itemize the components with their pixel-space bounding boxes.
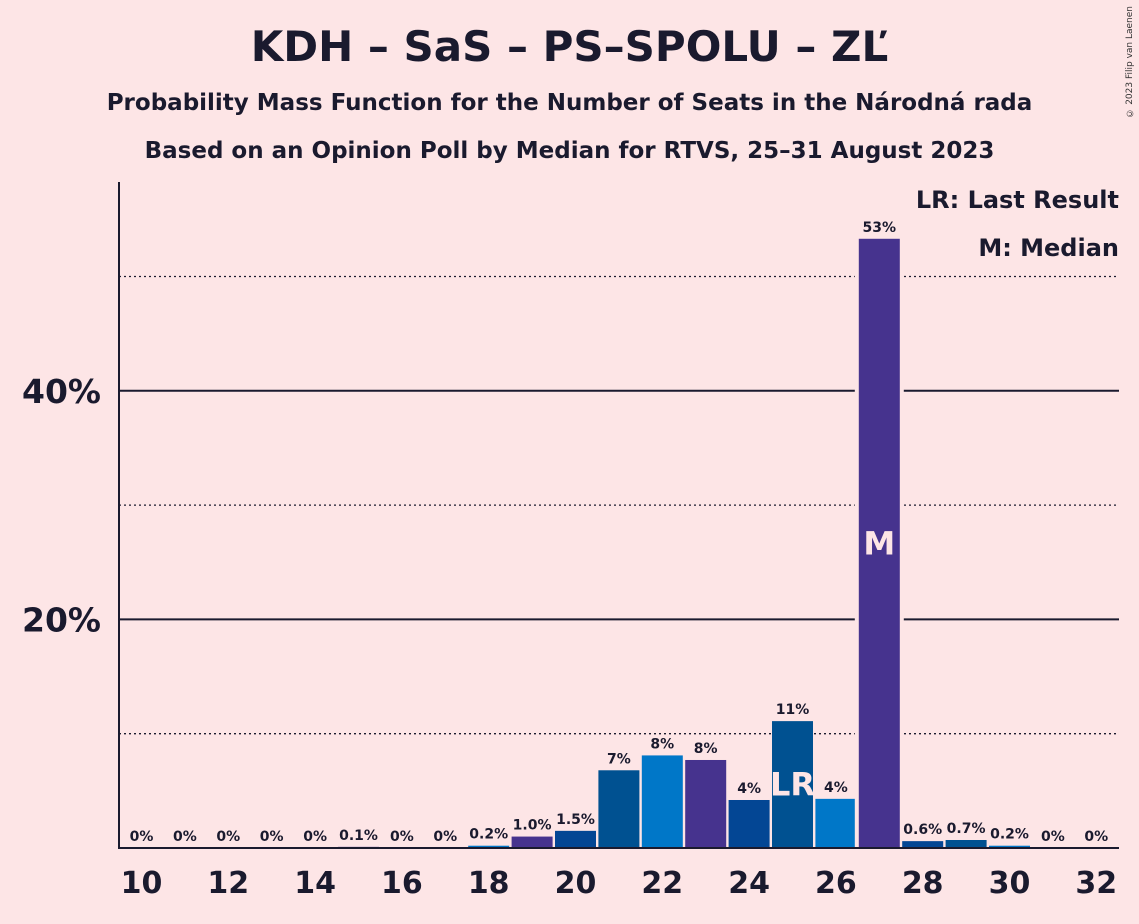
- x-tick-label: 30: [989, 866, 1031, 901]
- data-label: 8%: [650, 736, 674, 752]
- data-label: 0%: [303, 829, 327, 845]
- bar-seat-22: [641, 755, 683, 848]
- bar-seat-18: [468, 845, 510, 848]
- data-label: 4%: [737, 781, 761, 797]
- data-label: 1.0%: [513, 818, 552, 834]
- bar-seat-28: [902, 841, 944, 848]
- data-label: 0.2%: [469, 827, 508, 843]
- bar-seat-20: [555, 830, 596, 848]
- chart-source: Based on an Opinion Poll by Median for R…: [144, 138, 995, 164]
- bar-seat-25: [772, 721, 813, 848]
- x-tick-label: 24: [728, 866, 770, 901]
- x-tick-label: 18: [468, 866, 510, 901]
- legend-median: M: Median: [978, 234, 1119, 262]
- data-label: 11%: [776, 702, 810, 718]
- data-label: 4%: [824, 780, 848, 796]
- x-tick-label: 32: [1075, 866, 1117, 901]
- x-tick-label: 14: [294, 866, 336, 901]
- data-label: 0%: [173, 829, 197, 845]
- x-tick-label: 20: [555, 866, 597, 901]
- data-label: 0.7%: [947, 821, 986, 837]
- data-label: 1.5%: [556, 812, 595, 828]
- data-label: 0%: [1041, 829, 1065, 845]
- data-label: 0.2%: [990, 827, 1029, 843]
- data-label: 53%: [863, 220, 897, 236]
- bar-seat-26: [815, 798, 857, 848]
- data-label: 0%: [130, 829, 154, 845]
- data-label: 0.1%: [339, 828, 378, 844]
- data-label: 0%: [433, 829, 457, 845]
- bar-seat-27: [858, 238, 900, 848]
- x-tick-label: 22: [641, 866, 683, 901]
- chart-subtitle: Probability Mass Function for the Number…: [106, 90, 1033, 116]
- median-marker: M: [863, 524, 895, 562]
- bar-seat-19: [511, 836, 553, 848]
- x-tick-label: 28: [902, 866, 944, 901]
- data-label: 8%: [694, 741, 718, 757]
- bar-seat-23: [685, 759, 727, 848]
- bar-seat-24: [728, 799, 770, 848]
- data-label: 0%: [260, 829, 284, 845]
- x-tick-label: 16: [381, 866, 423, 901]
- last-result-marker: LR: [770, 766, 815, 804]
- chart-title: KDH – SaS – PS–SPOLU – ZĽ: [250, 22, 889, 71]
- y-tick-label: 20%: [22, 600, 101, 639]
- y-tick-label: 40%: [22, 372, 101, 411]
- bar-seat-29: [945, 839, 987, 848]
- x-tick-label: 10: [121, 866, 163, 901]
- data-label: 0.6%: [903, 822, 942, 838]
- x-tick-label: 26: [815, 866, 857, 901]
- x-tick-label: 12: [207, 866, 249, 901]
- bar-seat-30: [989, 845, 1030, 848]
- legend-last-result: LR: Last Result: [915, 186, 1119, 214]
- data-label: 0%: [390, 829, 414, 845]
- data-label: 0%: [216, 829, 240, 845]
- data-label: 7%: [607, 751, 631, 767]
- data-label: 0%: [1084, 829, 1108, 845]
- bar-seat-21: [598, 770, 640, 848]
